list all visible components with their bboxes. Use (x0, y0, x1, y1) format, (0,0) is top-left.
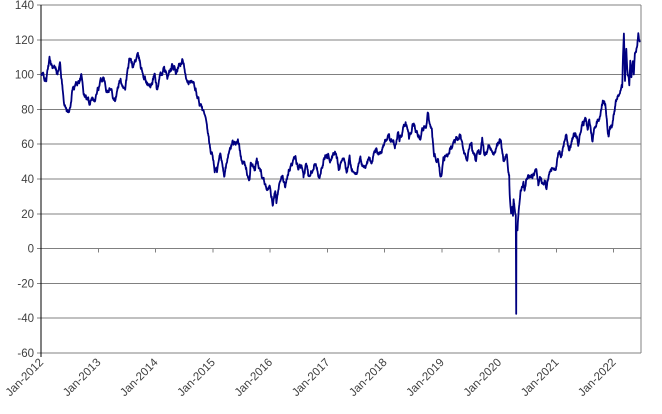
x-axis-label: Jan-2012 (4, 357, 46, 399)
x-axis-label: Jan-2015 (176, 357, 218, 399)
x-axis-label: Jan-2014 (118, 356, 161, 399)
x-axis-label: Jan-2019 (405, 357, 447, 399)
x-axis-label: Jan-2020 (462, 357, 504, 399)
y-axis-label: -60 (17, 348, 34, 360)
x-axis-label: Jan-2013 (61, 357, 103, 399)
x-axis-label: Jan-2017 (290, 357, 332, 399)
y-axis-label: 100 (15, 70, 34, 82)
y-axis-label: -20 (17, 278, 34, 290)
y-axis-label: 80 (21, 104, 34, 116)
price-series-line (40, 32, 641, 315)
y-axis-label: 140 (15, 0, 34, 12)
y-axis-label: 40 (21, 174, 34, 186)
y-axis-label: 0 (28, 244, 34, 256)
y-axis-label: 60 (21, 139, 34, 151)
y-axis-label: 20 (21, 209, 34, 221)
x-axis-label: Jan-2021 (519, 357, 561, 399)
y-axis-label: -40 (17, 313, 34, 325)
x-axis-label: Jan-2018 (347, 357, 389, 399)
x-axis-label: Jan-2022 (576, 357, 618, 399)
y-axis-label: 120 (15, 35, 34, 47)
x-axis-label: Jan-2016 (233, 357, 275, 399)
